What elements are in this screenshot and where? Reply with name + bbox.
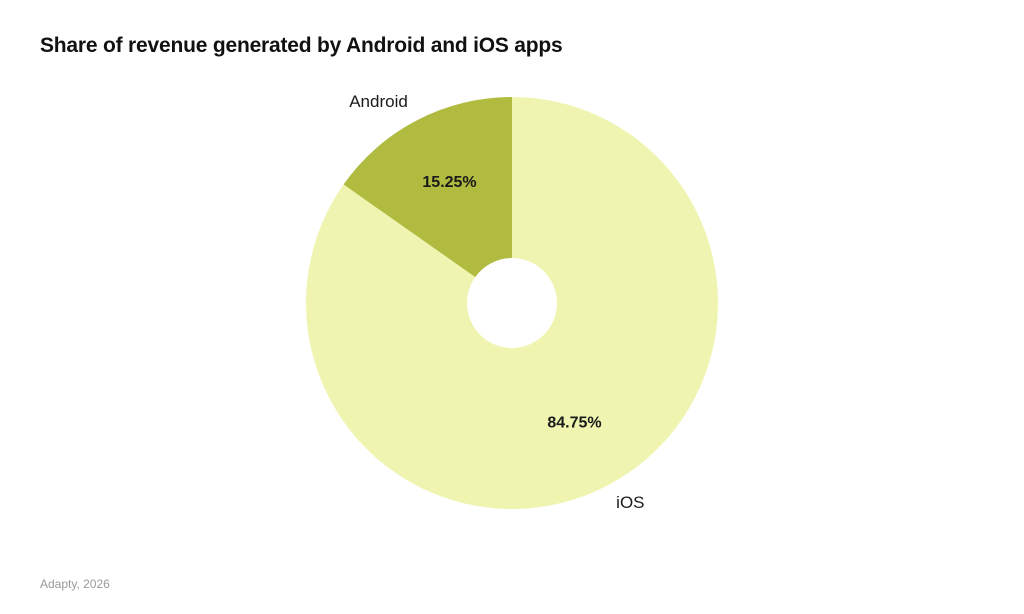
- value-label-android: 15.25%: [422, 174, 476, 191]
- source-note: Adapty, 2026: [40, 577, 110, 591]
- category-label-ios: iOS: [616, 493, 644, 512]
- slice-ios: [306, 97, 719, 509]
- chart-title: Share of revenue generated by Android an…: [40, 34, 563, 57]
- category-label-android: Android: [349, 92, 408, 111]
- slice-android: [343, 97, 512, 278]
- slices-group: [306, 97, 719, 509]
- labels-group: 15.25% Android 84.75% iOS: [349, 92, 644, 512]
- value-label-ios: 84.75%: [547, 414, 601, 431]
